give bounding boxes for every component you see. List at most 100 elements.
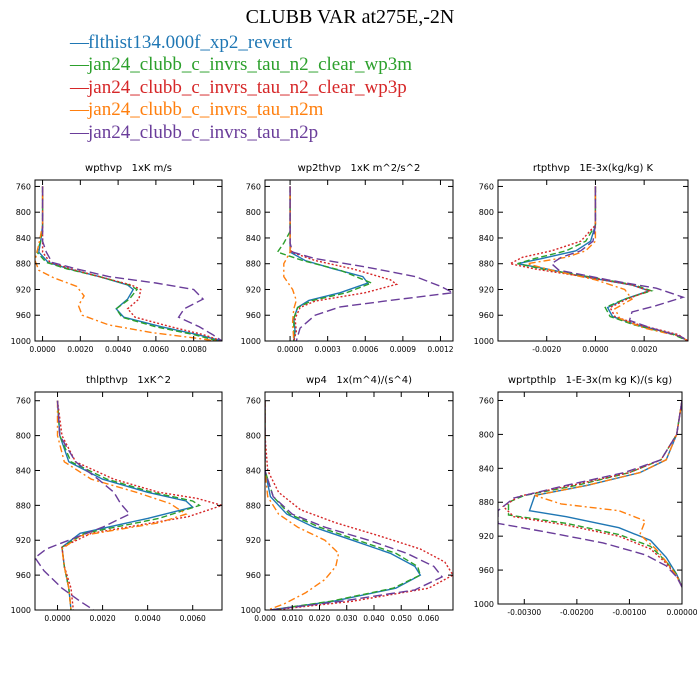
y-tick-label: 880 [246, 501, 261, 510]
legend-item: —jan24_clubb_c_invrs_tau_n2p [70, 122, 412, 144]
series-line [517, 186, 688, 341]
series-group [508, 186, 688, 341]
x-tick-label: 0.0060 [143, 345, 169, 354]
series-line [508, 186, 688, 341]
series-group [265, 400, 453, 610]
series-line [35, 186, 217, 341]
y-tick-label: 840 [479, 234, 494, 243]
chart-panel: 760 800 840 880 920 960 1000 -0.0020 0.0000 0.002… [474, 163, 689, 354]
chart-panel: 760 800 840 880 920 960 1000 0.0000 0.0003 0.0006… [241, 163, 454, 354]
y-tick-label: 960 [479, 566, 494, 575]
series-line [276, 186, 374, 341]
legend-item: —jan24_clubb_c_invrs_tau_n2m [70, 99, 412, 121]
y-tick-label: 880 [16, 260, 31, 269]
series-line [56, 400, 195, 610]
x-tick-label: 0.0040 [105, 345, 131, 354]
y-tick-label: 960 [16, 311, 31, 320]
y-tick-label: 800 [16, 432, 31, 441]
x-tick-label: 0.050 [390, 614, 412, 623]
legend-label: jan24_clubb_c_invrs_tau_n2_clear_wp3m [88, 54, 412, 76]
x-tick-label: 0.0080 [181, 345, 207, 354]
y-tick-label: 1000 [241, 606, 261, 615]
series-group [276, 186, 453, 341]
series-line [534, 400, 682, 588]
legend-line-icon: — [70, 32, 89, 53]
y-tick-label: 1000 [474, 337, 494, 346]
series-line [517, 186, 688, 341]
x-tick-label: -0.00100 [613, 608, 647, 617]
x-tick-label: -0.00200 [560, 608, 594, 617]
series-line [265, 400, 340, 610]
x-tick-label: 0.020 [309, 614, 331, 623]
y-tick-label: 840 [16, 234, 31, 243]
legend-line-icon: — [70, 121, 89, 143]
x-tick-label: 0.0000 [582, 345, 608, 354]
x-tick-label: 0.0020 [89, 614, 115, 623]
x-tick-label: 0.040 [363, 614, 385, 623]
plot-frame [497, 179, 689, 342]
chart-title: wp2thvp 1xK m^2/s^2 [298, 163, 421, 174]
chart-title: wprtpthlp 1-E-3x(m kg K)/(s kg) [508, 375, 672, 386]
series-line [56, 400, 188, 610]
series-group [35, 400, 222, 610]
legend-line-icon: — [70, 99, 89, 121]
y-tick-label: 960 [479, 311, 494, 320]
series-line [56, 400, 222, 610]
y-tick-label: 1000 [11, 606, 31, 615]
y-tick-label: 800 [246, 208, 261, 217]
x-tick-label: 0.000 [254, 614, 276, 623]
y-tick-label: 1000 [241, 337, 261, 346]
y-tick-label: 760 [479, 182, 494, 191]
series-line [56, 400, 202, 610]
legend-item: —jan24_clubb_c_invrs_tau_n2_clear_wp3p [70, 77, 412, 99]
y-tick-label: 800 [16, 208, 31, 217]
y-tick-label: 1000 [474, 600, 494, 609]
series-line [41, 186, 222, 341]
y-tick-label: 840 [16, 466, 31, 475]
y-tick-label: 760 [479, 396, 494, 405]
y-tick-label: 760 [246, 397, 261, 406]
x-tick-label: 0.0060 [180, 614, 206, 623]
y-tick-label: 960 [246, 311, 261, 320]
series-line [35, 400, 131, 610]
y-tick-label: 920 [479, 532, 494, 541]
x-tick-label: 0.0003 [315, 345, 341, 354]
x-tick-label: 0.00000 [666, 608, 697, 617]
series-line [528, 400, 682, 588]
y-tick-label: 760 [246, 182, 261, 191]
legend-label: flthist134.000f_xp2_revert [88, 32, 293, 53]
x-tick-label: 0.0040 [135, 614, 161, 623]
chart-title: thlpthvp 1xK^2 [86, 375, 171, 386]
chart-title: wp4 1x(m^4)/(s^4) [306, 375, 412, 386]
legend-item: —flthist134.000f_xp2_revert [70, 32, 412, 54]
chart-panel: 760 800 840 880 920 960 1000 -0.00300 -0.00200 -0… [474, 375, 698, 617]
series-line [41, 186, 222, 341]
series-line [265, 400, 453, 610]
y-tick-label: 880 [479, 260, 494, 269]
x-tick-label: 0.030 [336, 614, 358, 623]
series-line [550, 186, 688, 341]
y-tick-label: 920 [16, 285, 31, 294]
figure-title: CLUBB VAR at275E,-2N [245, 6, 455, 28]
y-tick-label: 920 [246, 536, 261, 545]
y-tick-label: 920 [479, 285, 494, 294]
x-tick-label: -0.0020 [532, 345, 561, 354]
x-tick-label: 0.0009 [390, 345, 416, 354]
y-tick-label: 880 [16, 501, 31, 510]
legend-line-icon: — [70, 54, 89, 76]
y-tick-label: 880 [479, 498, 494, 507]
chart-title: rtpthvp 1E-3x(kg/kg) K [533, 163, 654, 174]
series-line [283, 186, 298, 341]
series-group [498, 400, 682, 588]
x-tick-label: 0.0020 [631, 345, 657, 354]
plot-frame [34, 179, 223, 342]
x-tick-label: 0.0000 [29, 345, 55, 354]
y-tick-label: 800 [479, 208, 494, 217]
y-tick-label: 840 [246, 466, 261, 475]
series-group [35, 186, 222, 341]
series-line [265, 400, 422, 610]
legend-label: jan24_clubb_c_invrs_tau_n2m [88, 99, 324, 121]
